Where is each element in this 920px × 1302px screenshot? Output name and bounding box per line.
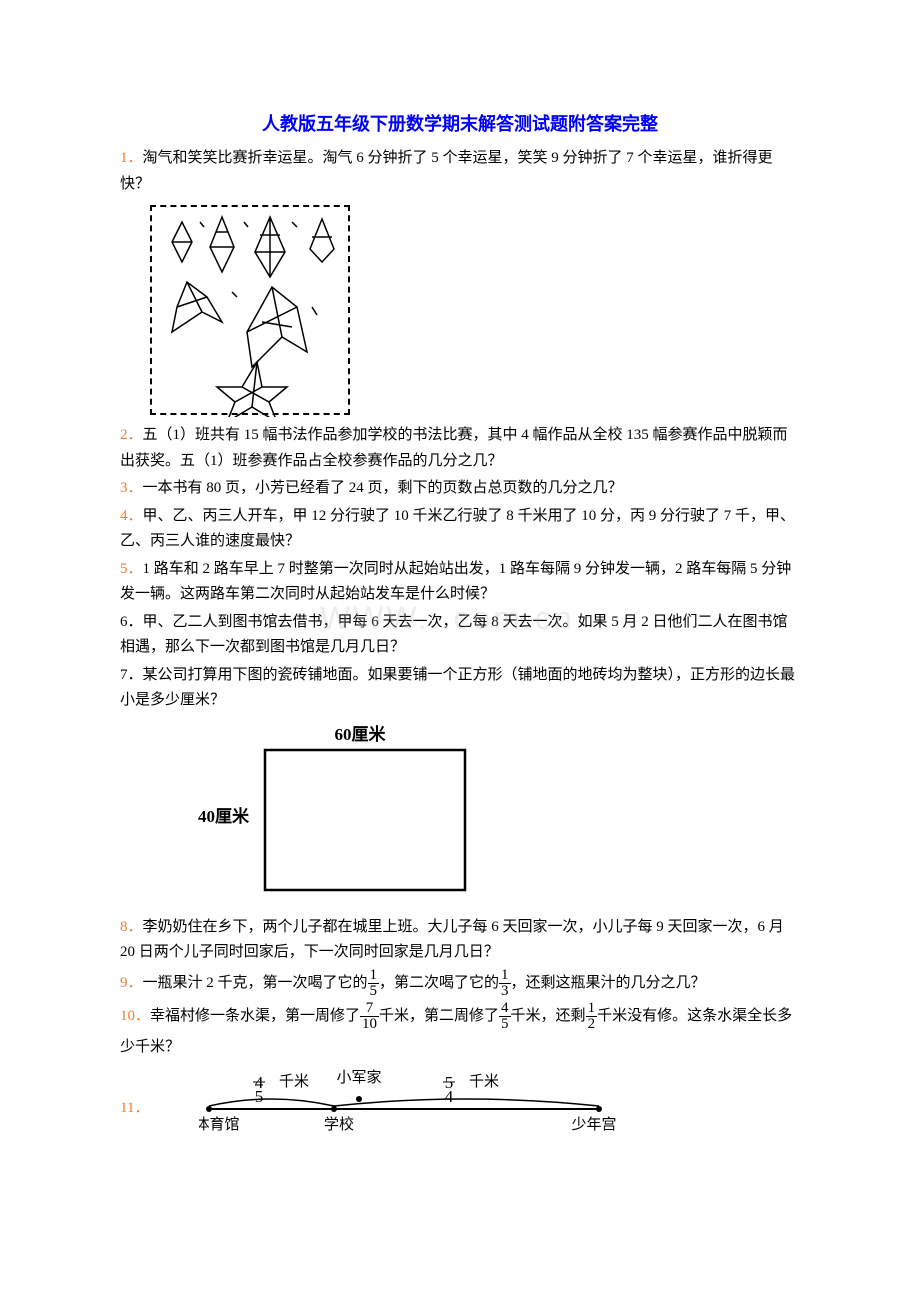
- brick-label-top: 60厘米: [335, 724, 387, 744]
- q9-frac2: 13: [499, 968, 511, 999]
- q10-pre: 幸福村修一条水渠，第一周修了: [150, 1008, 360, 1024]
- question-6: 6．甲、乙二人到图书馆去借书，甲每 6 天去一次，乙每 8 天去一次。如果 5 …: [120, 610, 800, 661]
- q3-number: 3．: [120, 480, 143, 496]
- document-title: 人教版五年级下册数学期末解答测试题附答案完整: [120, 110, 800, 136]
- line-bottom-right: 少年宫: [572, 1116, 617, 1133]
- q10-frac2: 45: [499, 1001, 511, 1032]
- brick-diagram: 60厘米 40厘米: [190, 722, 800, 907]
- q6-number: 6．: [120, 614, 143, 630]
- q7-number: 7．: [120, 667, 143, 683]
- line-top-mid: 小军家: [337, 1069, 382, 1086]
- line-f1-unit: 千米: [279, 1073, 309, 1090]
- line-bottom-mid: 学校: [324, 1116, 354, 1133]
- question-7: 7．某公司打算用下图的瓷砖铺地面。如果要铺一个正方形（铺地面的地砖均为整块），正…: [120, 663, 800, 714]
- q10-mid1: 千米，第二周修了: [379, 1008, 499, 1024]
- line-svg: 45 千米 小军家 54 千米 体育馆 学校 少年宫: [199, 1064, 629, 1144]
- stars-box: [150, 205, 350, 415]
- line-diagram: 45 千米 小军家 54 千米 体育馆 学校 少年宫: [199, 1064, 629, 1154]
- q8-number: 8．: [120, 919, 143, 935]
- stars-svg: [152, 207, 352, 417]
- q5-number: 5．: [120, 561, 143, 577]
- question-11: 11． 45 千米 小军家 54 千米 体育馆 学校 少年宫: [120, 1064, 800, 1154]
- q10-mid2: 千米，还剩: [511, 1008, 586, 1024]
- brick-rect: [265, 750, 465, 890]
- line-f1: 45: [255, 1073, 264, 1106]
- brick-svg: 60厘米 40厘米: [190, 722, 510, 902]
- q11-number: 11．: [120, 1096, 149, 1122]
- q1-text: 淘气和笑笑比赛折幸运星。淘气 6 分钟折了 5 个幸运星，笑笑 9 分钟折了 7…: [120, 150, 773, 192]
- q7-text: 某公司打算用下图的瓷砖铺地面。如果要铺一个正方形（铺地面的地砖均为整块），正方形…: [120, 667, 795, 709]
- q5-text: 1 路车和 2 路车早上 7 时整第一次同时从起始站出发，1 路车每隔 9 分钟…: [120, 561, 791, 603]
- question-2: 2．五（1）班共有 15 幅书法作品参加学校的书法比赛，其中 4 幅作品从全校 …: [120, 423, 800, 474]
- question-3: 3．一本书有 80 页，小芳已经看了 24 页，剩下的页数占总页数的几分之几？: [120, 476, 800, 502]
- line-f2: 54: [445, 1073, 454, 1106]
- q9-post: ，还剩这瓶果汁的几分之几？: [511, 975, 706, 991]
- line-f2-unit: 千米: [469, 1073, 499, 1090]
- q4-number: 4．: [120, 508, 143, 524]
- q10-frac3: 12: [586, 1001, 598, 1032]
- q1-number: 1．: [120, 150, 143, 166]
- question-8: 8．李奶奶住在乡下，两个儿子都在城里上班。大儿子每 6 天回家一次，小儿子每 9…: [120, 915, 800, 966]
- q2-number: 2．: [120, 427, 143, 443]
- q6-text: 甲、乙二人到图书馆去借书，甲每 6 天去一次，乙每 8 天去一次。如果 5 月 …: [120, 614, 788, 656]
- q9-number: 9．: [120, 975, 143, 991]
- q9-pre: 一瓶果汁 2 千克，第一次喝了它的: [143, 975, 368, 991]
- q9-mid: ，第二次喝了它的: [379, 975, 499, 991]
- q8-text: 李奶奶住在乡下，两个儿子都在城里上班。大儿子每 6 天回家一次，小儿子每 9 天…: [120, 919, 784, 961]
- stars-image: [120, 205, 800, 415]
- question-9: 9．一瓶果汁 2 千克，第一次喝了它的15，第二次喝了它的13，还剩这瓶果汁的几…: [120, 968, 800, 999]
- brick-label-left: 40厘米: [198, 806, 250, 826]
- q10-number: 10．: [120, 1008, 150, 1024]
- q2-text: 五（1）班共有 15 幅书法作品参加学校的书法比赛，其中 4 幅作品从全校 13…: [120, 427, 788, 469]
- question-4: 4．甲、乙、丙三人开车，甲 12 分行驶了 10 千米乙行驶了 8 千米用了 1…: [120, 504, 800, 555]
- question-10: 10．幸福村修一条水渠，第一周修了710千米，第二周修了45千米，还剩12千米没…: [120, 1001, 800, 1062]
- q9-frac1: 15: [368, 968, 380, 999]
- q10-frac1: 710: [360, 1001, 379, 1032]
- q3-text: 一本书有 80 页，小芳已经看了 24 页，剩下的页数占总页数的几分之几？: [143, 480, 623, 496]
- question-5: 5．1 路车和 2 路车早上 7 时整第一次同时从起始站出发，1 路车每隔 9 …: [120, 557, 800, 608]
- line-bottom-left: 体育馆: [199, 1116, 240, 1133]
- q4-text: 甲、乙、丙三人开车，甲 12 分行驶了 10 千米乙行驶了 8 千米用了 10 …: [120, 508, 795, 550]
- question-1: 1．淘气和笑笑比赛折幸运星。淘气 6 分钟折了 5 个幸运星，笑笑 9 分钟折了…: [120, 146, 800, 197]
